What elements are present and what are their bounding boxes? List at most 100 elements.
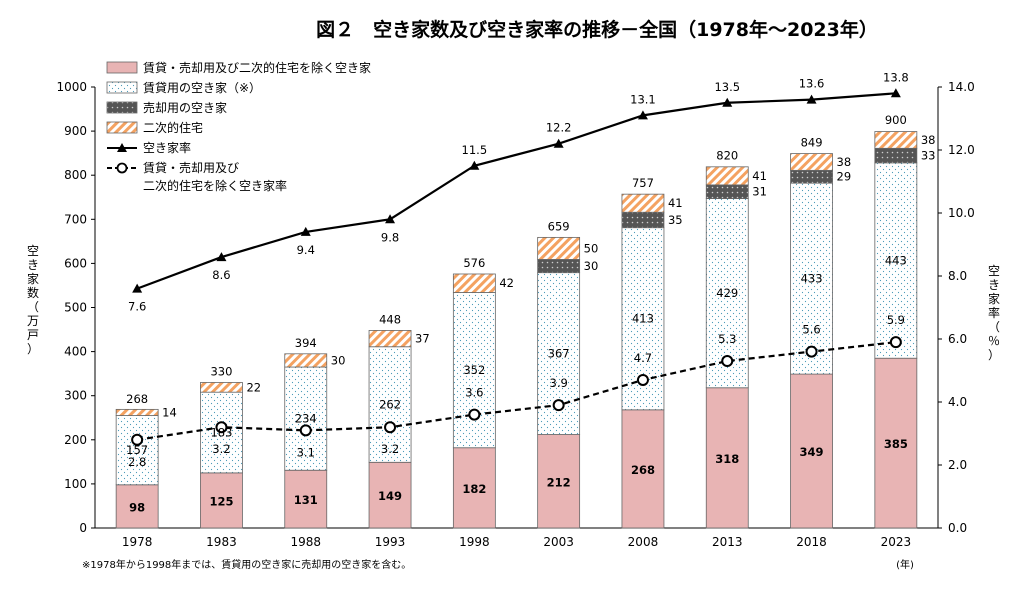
bar-segment-sale [621, 211, 665, 229]
y-tick-label: 300 [64, 389, 87, 403]
bar-segment-rental [368, 346, 412, 463]
bar-label-sale: 33 [921, 149, 936, 163]
vacancy-rate-label: 9.8 [381, 230, 399, 244]
excluding-rate-point [889, 336, 902, 349]
bar-total-label: 330 [210, 364, 232, 378]
bar-label-rental: 262 [379, 398, 401, 412]
excluding-rate-point [468, 408, 481, 421]
bar-label-rental: 352 [463, 363, 485, 377]
excluding-rate-label: 3.1 [297, 445, 315, 459]
bar-label-secondary: 42 [499, 276, 514, 290]
bar-label-secondary: 38 [837, 155, 852, 169]
legend-swatch [106, 81, 138, 94]
vacancy-rate-point [806, 94, 817, 104]
bar-segment-other [284, 469, 328, 529]
y-tick-label: 500 [64, 301, 87, 315]
bar-label-secondary: 22 [246, 380, 261, 394]
legend-swatch [106, 121, 138, 134]
x-tick-label: 2008 [628, 535, 659, 549]
axis-title-char: 万 [27, 314, 39, 328]
axis-title-char: 空 [27, 244, 39, 258]
bar-total-label: 757 [632, 176, 654, 190]
axis-title-char: ） [27, 342, 39, 356]
bar-segment-secondary [537, 236, 581, 260]
bar-label-other: 131 [294, 493, 318, 507]
bar-segment-secondary [200, 382, 243, 393]
axis-title-char: ％ [988, 334, 1000, 348]
vacancy-rate-point [469, 160, 480, 170]
bar-segment-secondary [284, 353, 328, 368]
axis-title-char: 数 [27, 285, 39, 300]
bar-segment-secondary [115, 408, 159, 416]
bar-segment-rental [115, 415, 159, 486]
bar-segment-other [537, 434, 581, 529]
axis-title-char: ） [988, 348, 1000, 362]
legend-label: 二次的住宅を除く空き家率 [143, 178, 287, 193]
bar-label-rental: 433 [801, 272, 823, 286]
x-tick-label: 1978 [122, 535, 153, 549]
axis-title-char: き [988, 278, 1000, 292]
x-unit-label: (年) [896, 558, 914, 571]
bar-label-rental: 183 [210, 426, 232, 440]
bar-segment-secondary [705, 166, 749, 186]
lines [131, 88, 902, 446]
excluding-rate-point [215, 421, 228, 434]
chart-title: 図２ 空き家数及び空き家率の推移－全国（1978年～2023年） [316, 18, 878, 41]
axis-title-char: 空 [988, 264, 1000, 278]
vacancy-rate-label: 7.6 [128, 300, 146, 314]
x-tick-label: 1993 [375, 535, 406, 549]
bar-total-label: 659 [548, 219, 570, 233]
bar-segment-other [874, 357, 918, 529]
legend-label: 二次的住宅 [143, 120, 203, 135]
bar-segment-secondary [621, 193, 665, 213]
excluding-rate-point [299, 424, 312, 437]
axis-title-char: （ [988, 320, 1000, 334]
bar-label-secondary: 37 [415, 332, 430, 346]
series-line-excluding-rate [136, 341, 896, 441]
excluding-rate-label: 3.2 [381, 442, 399, 456]
bar-segment-other [790, 373, 833, 529]
vacancy-rate-point [216, 252, 227, 262]
legend-label: 空き家率 [143, 140, 191, 155]
x-tick-label: 2003 [543, 535, 574, 549]
bar-label-other: 98 [129, 500, 145, 514]
bar-segment-other [368, 461, 412, 529]
series-line-vacancy-rate [136, 92, 896, 290]
vacancy-rate-point [637, 110, 648, 120]
bar-segment-secondary [368, 330, 412, 348]
x-tick-label: 1983 [206, 535, 237, 549]
bar-label-other: 149 [378, 489, 402, 503]
y2-tick-label: 6.0 [948, 332, 967, 346]
x-tick-label: 2018 [796, 535, 827, 549]
excluding-rate-label: 5.6 [802, 323, 820, 337]
bar-label-rental: 443 [885, 254, 907, 268]
bar-total-label: 448 [379, 312, 401, 326]
excluding-rate-point [384, 421, 397, 434]
y-tick-label: 600 [64, 256, 87, 270]
vacancy-rate-point [385, 214, 396, 224]
bar-label-secondary: 41 [752, 169, 767, 183]
bar-segment-other [115, 484, 159, 529]
y-tick-label: 1000 [56, 80, 87, 94]
bar-segment-rental [874, 162, 918, 359]
vacancy-rate-point [890, 88, 901, 98]
bar-label-other: 349 [800, 445, 824, 459]
y2-tick-label: 2.0 [948, 458, 967, 472]
bar-label-secondary: 41 [668, 196, 683, 210]
excluding-rate-point [636, 373, 649, 386]
vacancy-rate-label: 11.5 [462, 143, 488, 157]
excluding-rate-point [805, 345, 818, 358]
axis-title-char: 家 [988, 291, 1000, 306]
bar-label-other: 125 [209, 494, 233, 508]
bar-segment-sale [874, 147, 918, 164]
x-tick-label: 1988 [290, 535, 321, 549]
excluding-rate-label: 3.2 [212, 442, 230, 456]
y2-tick-label: 12.0 [948, 143, 975, 157]
y2-tick-label: 8.0 [948, 269, 967, 283]
bar-total-label: 268 [126, 392, 148, 406]
axes: 0 100 200 300 400 500 600 700 800 900 1000 0.0 2.0 4.… [27, 80, 1000, 571]
bar-segment-secondary [452, 273, 496, 293]
bar-total-label: 394 [295, 336, 317, 350]
excluding-rate-label: 5.9 [887, 313, 905, 327]
